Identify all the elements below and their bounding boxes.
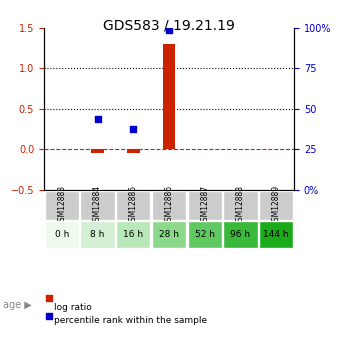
Bar [163, 44, 175, 149]
FancyBboxPatch shape [80, 191, 115, 220]
Point [46, 296, 52, 301]
Text: GDS583 / 19.21.19: GDS583 / 19.21.19 [103, 19, 235, 33]
Text: GSM12889: GSM12889 [272, 185, 281, 226]
Text: 52 h: 52 h [195, 230, 215, 239]
Text: age ▶: age ▶ [3, 300, 32, 310]
FancyBboxPatch shape [152, 221, 186, 248]
FancyBboxPatch shape [80, 221, 115, 248]
FancyBboxPatch shape [152, 191, 186, 220]
Text: 16 h: 16 h [123, 230, 143, 239]
Text: 144 h: 144 h [263, 230, 289, 239]
FancyBboxPatch shape [223, 221, 258, 248]
Text: GSM12883: GSM12883 [57, 185, 66, 226]
Point [130, 126, 136, 132]
FancyBboxPatch shape [259, 221, 293, 248]
Text: 28 h: 28 h [159, 230, 179, 239]
Point [95, 117, 100, 122]
Text: percentile rank within the sample: percentile rank within the sample [54, 316, 207, 325]
FancyBboxPatch shape [45, 191, 79, 220]
Bar [127, 149, 140, 153]
Text: 8 h: 8 h [90, 230, 105, 239]
FancyBboxPatch shape [45, 221, 79, 248]
FancyBboxPatch shape [259, 191, 293, 220]
Text: GSM12885: GSM12885 [129, 185, 138, 226]
Bar [91, 149, 104, 153]
Text: 0 h: 0 h [55, 230, 69, 239]
Point [46, 313, 52, 318]
FancyBboxPatch shape [188, 221, 222, 248]
Text: GSM12884: GSM12884 [93, 185, 102, 226]
Text: GSM12886: GSM12886 [165, 185, 173, 226]
FancyBboxPatch shape [223, 191, 258, 220]
Text: GSM12888: GSM12888 [236, 185, 245, 226]
Text: log ratio: log ratio [54, 303, 92, 312]
FancyBboxPatch shape [188, 191, 222, 220]
FancyBboxPatch shape [116, 191, 150, 220]
FancyBboxPatch shape [116, 221, 150, 248]
Point [166, 27, 172, 33]
Text: GSM12887: GSM12887 [200, 185, 209, 226]
Text: 96 h: 96 h [231, 230, 250, 239]
